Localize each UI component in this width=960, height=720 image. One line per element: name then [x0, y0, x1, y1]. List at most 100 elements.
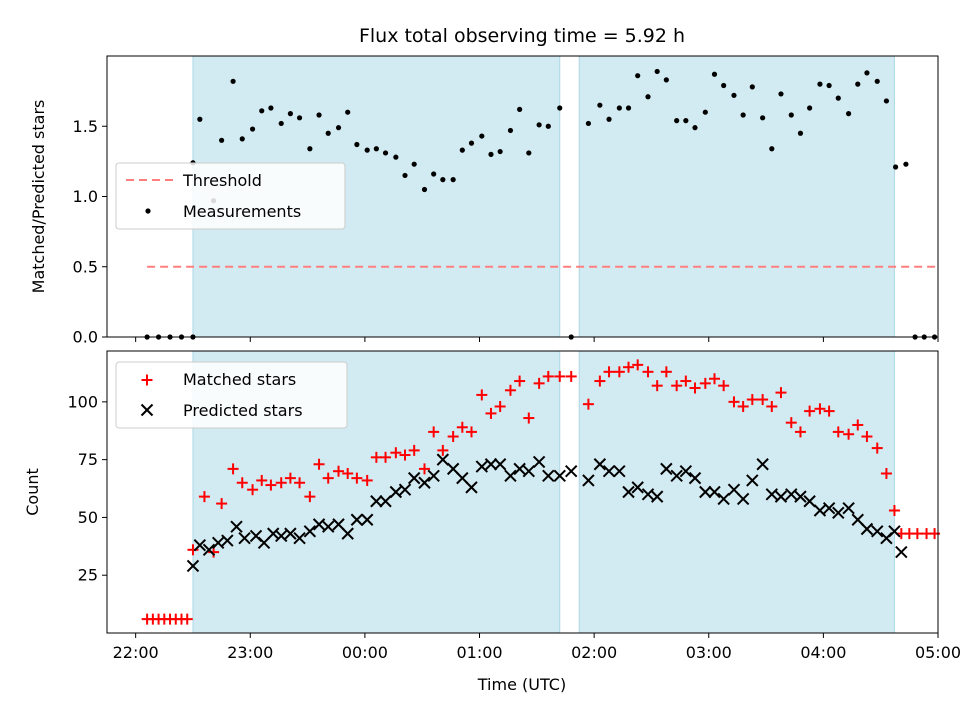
measurement-point	[606, 116, 612, 122]
matched-star-point	[342, 468, 354, 480]
measurement-point	[497, 148, 503, 155]
y-tick-label: 0.0	[73, 328, 98, 347]
bottom-y-axis-label: Count	[23, 468, 42, 516]
bottom-legend-box	[115, 361, 348, 429]
predicted-star-point	[765, 488, 779, 501]
matched-star-point	[198, 491, 210, 503]
matched-star-point	[275, 477, 287, 489]
top-y-axis-label: Matched/Predicted stars	[29, 100, 48, 294]
predicted-star-point	[238, 532, 251, 545]
predicted-star-point	[484, 458, 498, 471]
predicted-star-point	[593, 458, 607, 471]
matched-star-point	[333, 465, 345, 477]
predicted-star-point	[293, 532, 306, 545]
predicted-star-point	[312, 518, 326, 531]
matched-star-point	[554, 370, 566, 382]
matched-star-point	[660, 366, 672, 378]
measurement-point	[817, 81, 823, 87]
predicted-star-point	[803, 495, 816, 508]
matched-star-point	[351, 472, 363, 484]
matched-star-point	[804, 405, 816, 417]
predicted-star-point	[303, 525, 317, 538]
predicted-star-point	[513, 462, 526, 476]
matched-star-point	[794, 426, 806, 438]
measurement-points	[144, 68, 938, 340]
predicted-star-point	[832, 506, 845, 520]
matched-star-point	[680, 375, 692, 387]
measurement-point	[345, 109, 351, 115]
predicted-star-point	[370, 495, 383, 508]
matched-star-point	[542, 370, 554, 382]
predicted-star-point	[736, 492, 750, 506]
matched-star-point	[236, 477, 248, 489]
top-legend: Threshold Measurements	[115, 162, 346, 230]
predicted-star-point	[446, 462, 460, 476]
measurement-point	[536, 122, 542, 128]
predicted-star-point	[717, 492, 730, 506]
legend-predicted-swatch	[140, 403, 154, 417]
measurement-point	[278, 120, 284, 127]
predicted-star-point	[553, 469, 566, 483]
top-axes-frame	[106, 55, 939, 338]
matched-star-point	[843, 428, 855, 440]
measurement-point	[421, 186, 428, 193]
top-panel: 0.0 0.5 1.0 1.5 Matched/Predicted stars Thr…	[29, 55, 939, 347]
predicted-star-point	[679, 464, 693, 478]
measurement-point	[892, 164, 899, 170]
measurement-point	[674, 118, 680, 124]
matched-star-point	[746, 394, 758, 406]
predicted-star-point	[418, 476, 431, 489]
matched-star-point	[216, 498, 228, 510]
top-y-axis: 0.0 0.5 1.0 1.5	[73, 117, 107, 347]
predicted-star-point	[688, 471, 702, 485]
matched-star-point	[737, 400, 749, 412]
predicted-star-point	[360, 513, 374, 526]
measurement-point	[585, 120, 592, 127]
measurement-point	[769, 146, 775, 152]
matched-star-point	[871, 442, 883, 454]
matched-star-point	[699, 377, 711, 389]
measurement-point	[440, 177, 446, 183]
predicted-star-point	[275, 529, 288, 543]
predicted-star-point	[774, 490, 788, 503]
shaded-region	[578, 55, 895, 338]
predicted-star-point	[230, 520, 243, 533]
measurement-point	[307, 146, 313, 152]
predicted-star-point	[379, 495, 392, 508]
x-tick-label: 00:00	[342, 643, 388, 662]
matched-star-point	[533, 377, 545, 389]
predicted-star-point	[813, 504, 827, 517]
matched-star-point	[689, 382, 701, 394]
chart-title: Flux total observing time = 5.92 h	[359, 25, 685, 47]
matched-star-point	[565, 370, 577, 382]
measurement-point	[835, 95, 841, 101]
predicted-star-point	[407, 471, 421, 485]
predicted-star-point	[851, 513, 864, 526]
matched-star-point	[888, 504, 900, 516]
matched-star-point	[408, 444, 420, 456]
matched-star-point	[775, 387, 787, 399]
measurement-point	[364, 147, 370, 153]
measurement-point	[230, 78, 236, 84]
measurement-point	[731, 92, 737, 98]
measurement-point	[740, 112, 746, 118]
predicted-stars-points	[186, 453, 908, 573]
matched-star-point	[456, 421, 468, 433]
measurement-point	[219, 137, 225, 143]
x-tick-label: 23:00	[227, 643, 273, 662]
matched-star-point	[832, 426, 844, 438]
predicted-star-point	[871, 525, 884, 538]
measurement-point	[683, 118, 689, 124]
bottom-y-axis: 25 50 75 100	[67, 392, 107, 585]
matched-star-point	[437, 444, 449, 456]
matched-star-point	[823, 405, 835, 417]
measurement-point	[259, 108, 265, 114]
matched-star-point	[418, 463, 430, 475]
legend-matched-label: Matched stars	[183, 370, 296, 389]
matched-star-point	[728, 396, 740, 408]
matched-star-point	[390, 447, 402, 459]
predicted-star-point	[888, 525, 901, 538]
predicted-star-point	[708, 485, 721, 499]
matched-star-point	[757, 394, 769, 406]
predicted-star-point	[211, 536, 225, 550]
